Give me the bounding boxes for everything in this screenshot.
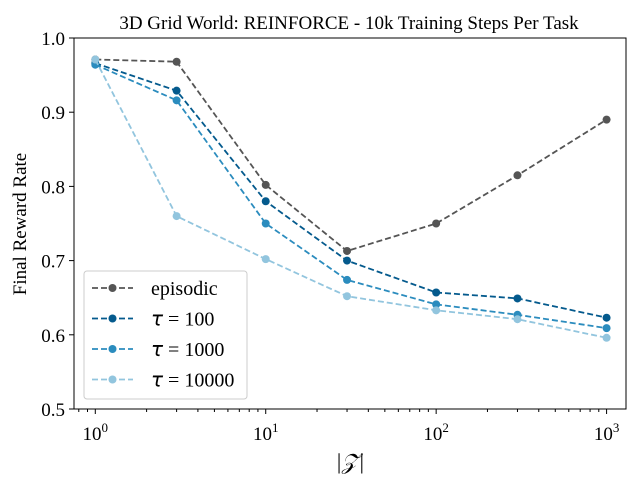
data-point: [513, 294, 522, 303]
y-tick-label: 0.9: [41, 103, 65, 124]
y-tick-label: 0.5: [41, 400, 65, 421]
x-tick-label: 103: [594, 420, 620, 445]
data-point: [343, 256, 352, 265]
data-point: [602, 313, 611, 322]
x-tick-exponent: 0: [102, 420, 109, 435]
data-point: [172, 96, 181, 105]
data-point: [261, 197, 270, 206]
data-point: [513, 315, 522, 324]
legend-text: = 10000: [163, 370, 234, 392]
x-tick-label: 100: [83, 420, 109, 445]
y-tick-label: 1.0: [41, 29, 65, 50]
legend-label: τ = 100: [151, 307, 214, 331]
legend-text: = 100: [163, 309, 214, 331]
x-tick-label: 101: [253, 420, 279, 445]
data-point: [261, 219, 270, 228]
series-layer: [91, 55, 611, 342]
data-point: [91, 55, 100, 64]
x-tick-base: 10: [423, 424, 442, 445]
plot-area: [73, 37, 627, 410]
data-point: [261, 255, 270, 264]
legend-entry: τ = 100: [92, 307, 214, 331]
data-point: [432, 306, 441, 315]
data-point: [172, 86, 181, 95]
legend-label: τ = 1000: [151, 337, 224, 361]
x-tick-label: 102: [423, 420, 449, 445]
legend-label: episodic: [151, 278, 218, 300]
data-point: [261, 180, 270, 189]
legend-marker: [108, 345, 117, 353]
legend-box: [83, 270, 248, 400]
data-point: [343, 292, 352, 301]
y-tick-label: 0.7: [41, 252, 65, 273]
data-point: [513, 171, 522, 180]
x-tick-exponent: 2: [442, 420, 449, 435]
legend-text: episodic: [151, 278, 218, 300]
legend-label: τ = 10000: [151, 368, 234, 392]
x-tick-exponent: 1: [272, 420, 279, 435]
data-point: [432, 219, 441, 228]
legend-symbol: τ: [151, 368, 164, 392]
legend-symbol: τ: [151, 337, 164, 361]
legend-marker: [108, 314, 117, 323]
y-axis-label: Final Reward Rate: [10, 153, 31, 295]
data-point: [343, 275, 352, 284]
legend-entry: τ = 10000: [92, 368, 234, 392]
legend-entry: episodic: [92, 278, 218, 300]
data-point: [172, 212, 181, 221]
x-tick-base: 10: [83, 424, 102, 445]
data-point: [343, 246, 352, 255]
data-point: [602, 333, 611, 342]
y-axis: 0.5 0.6 0.7 0.8 0.9 1.0: [41, 29, 74, 421]
data-point: [172, 57, 181, 66]
x-tick-base: 10: [253, 424, 272, 445]
chart-title: 3D Grid World: REINFORCE - 10k Training …: [119, 13, 579, 34]
x-tick-exponent: 3: [613, 420, 620, 435]
series-1: [91, 55, 611, 255]
legend-entry: τ = 1000: [92, 337, 224, 361]
legend-symbol: τ: [151, 307, 164, 331]
data-point: [432, 300, 441, 309]
y-tick-label: 0.8: [41, 177, 65, 198]
data-point: [432, 288, 441, 297]
series-2: [91, 59, 611, 322]
data-point: [602, 324, 611, 333]
legend-marker: [108, 284, 117, 292]
x-axis-label: |𝒵|: [336, 449, 365, 474]
x-axis: 100 101 102 103: [78, 409, 620, 445]
legend-marker: [108, 375, 117, 384]
series-4: [91, 55, 611, 342]
series-line: [95, 58, 608, 253]
legend-text: = 1000: [163, 339, 224, 361]
y-tick-label: 0.6: [41, 326, 65, 347]
data-point: [602, 115, 611, 124]
x-tick-base: 10: [594, 424, 613, 445]
